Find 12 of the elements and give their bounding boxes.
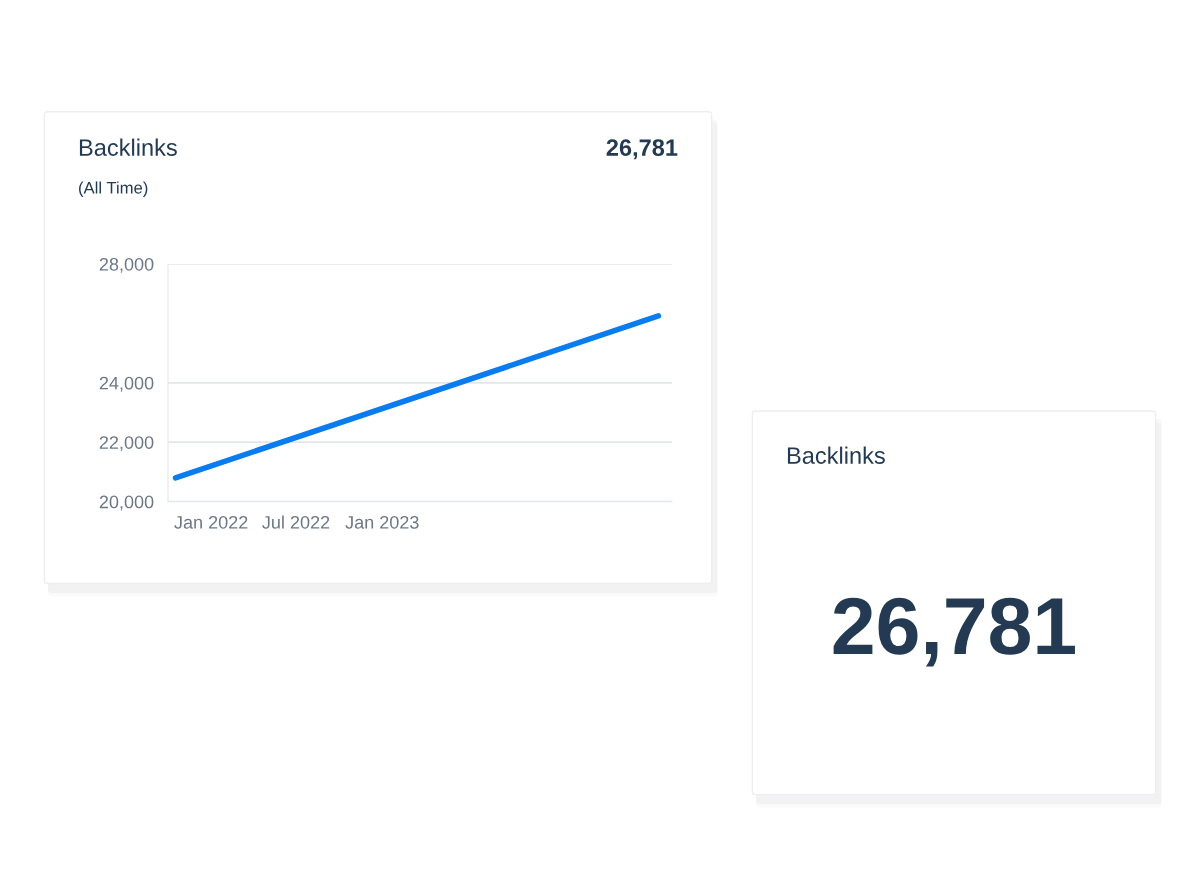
y-tick-label: 28,000 (99, 257, 154, 273)
x-tick-label: Jan 2022 (174, 515, 248, 529)
y-tick-label: 24,000 (99, 376, 154, 392)
y-tick-label: 20,000 (99, 495, 154, 511)
y-tick-label: 22,000 (99, 436, 154, 452)
x-tick-label: Jan 2023 (345, 515, 419, 529)
text: 26,781 (606, 139, 678, 160)
chart-subtitle: (All Time) (79, 181, 148, 197)
x-tick-label: Jul 2022 (262, 515, 330, 529)
text: 26,781 (833, 597, 1075, 667)
text: Backlinks (787, 446, 885, 464)
chart-title: Backlinks (79, 138, 177, 156)
